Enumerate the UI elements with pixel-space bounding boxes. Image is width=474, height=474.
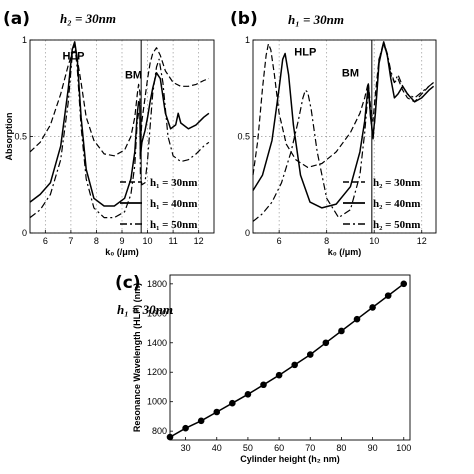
y-tick-label: 1600 [147, 308, 167, 318]
data-point [182, 424, 189, 432]
data-point [197, 417, 205, 425]
annotation-hlp: HLP [62, 50, 84, 62]
legend-label-1: h₂ = 30nm [373, 177, 420, 189]
x-tick-label: 80 [336, 443, 346, 453]
x-tick-label: 40 [212, 443, 222, 453]
y-tick-label: 1000 [147, 397, 167, 407]
data-point [400, 280, 408, 288]
data-point [384, 292, 392, 299]
data-point [369, 304, 376, 311]
x-tick-label: 7 [68, 236, 73, 246]
panel-c-label: (c) [115, 273, 141, 293]
x-tick-label: 8 [94, 236, 99, 246]
x-tick-label: 12 [417, 236, 427, 246]
legend: h₁ = 30nm h₁ = 40nm h₁ = 50nm [120, 177, 197, 231]
series-line-1 [29, 47, 210, 157]
legend-label-3: h₂ = 50nm [373, 219, 420, 231]
x-tick-label: 50 [243, 443, 253, 453]
y-tick-label: 0 [22, 228, 27, 238]
x-tick-label: 11 [168, 236, 177, 246]
x-axis-label: k₀ (/μm) [328, 247, 362, 257]
x-tick-label: 9 [119, 236, 124, 246]
y-tick-label: 800 [152, 426, 167, 436]
series-line-3 [29, 43, 210, 219]
x-tick-label: 12 [194, 236, 204, 246]
legend-label-1: h₁ = 30nm [150, 177, 197, 189]
panel-a-label: (a) [3, 9, 30, 29]
x-tick-label: 30 [181, 443, 191, 453]
x-tick-label: 10 [143, 236, 153, 246]
x-tick-label: 90 [368, 443, 378, 453]
data-point [213, 408, 221, 416]
chart-b: 6 8 10 12 0 0.5 1 k₀ (/μm) HLP BM h₂ = 30nm h₂ = 40… [237, 35, 437, 257]
data-point [244, 391, 252, 398]
x-tick-label: 100 [396, 443, 411, 453]
data-point [275, 371, 283, 379]
x-axis-label: Cylinder height (h₂ nm) [240, 454, 340, 464]
x-tick-label: 8 [324, 236, 329, 246]
annotation-hlp: HLP [294, 46, 316, 58]
x-axis-label: k₀ (/μm) [105, 247, 139, 257]
x-tick-label: 70 [305, 443, 315, 453]
y-tick-label: 1200 [147, 367, 167, 377]
series-line-1 [252, 43, 434, 176]
legend: h₂ = 30nm h₂ = 40nm h₂ = 50nm [343, 177, 420, 231]
panel-b-param: h₁ = 30nm [288, 12, 344, 27]
y-tick-label: 0 [245, 228, 250, 238]
series-line-1 [169, 283, 405, 438]
plot-frame [169, 274, 411, 441]
data-point [291, 361, 298, 369]
x-tick-label: 6 [277, 236, 282, 246]
y-tick-label: 1800 [147, 279, 167, 289]
chart-a: 6 7 8 9 10 11 12 0 0.5 1 k₀ (/μm) Absorption HLP BM h₁… [4, 35, 215, 257]
legend-label-2: h₂ = 40nm [373, 198, 420, 210]
annotation-bm: BM [342, 68, 359, 80]
y-axis-label: Absorption [4, 113, 14, 161]
y-axis-label: Resonance Wavelength (HLP) (nm) [132, 283, 142, 432]
data-point [338, 327, 345, 335]
y-tick-label: 0.5 [14, 132, 27, 142]
data-point [353, 315, 361, 323]
legend-label-3: h₁ = 50nm [150, 219, 197, 231]
y-tick-label: 1400 [147, 338, 167, 348]
chart-c: 30 40 50 60 70 80 90 100 800 1000 1200 1400 1600 1800… [132, 274, 411, 464]
series-line-3 [252, 41, 434, 222]
series-line-2 [29, 41, 210, 207]
data-point [229, 399, 236, 407]
x-tick-label: 60 [274, 443, 284, 453]
data-point [260, 381, 267, 389]
data-point [306, 351, 314, 358]
data-point [322, 339, 330, 347]
legend-label-2: h₁ = 40nm [150, 198, 197, 210]
panel-a-param: h₂ = 30nm [60, 11, 116, 26]
panel-c-param: h₁ = 30nm [117, 302, 173, 317]
panel-b-label: (b) [230, 9, 258, 29]
x-tick-label: 6 [43, 236, 48, 246]
y-tick-label: 0.5 [237, 132, 250, 142]
y-tick-label: 1 [245, 35, 250, 45]
x-tick-label: 10 [369, 236, 379, 246]
annotation-bm: BM [125, 70, 142, 82]
y-tick-label: 1 [22, 35, 27, 45]
